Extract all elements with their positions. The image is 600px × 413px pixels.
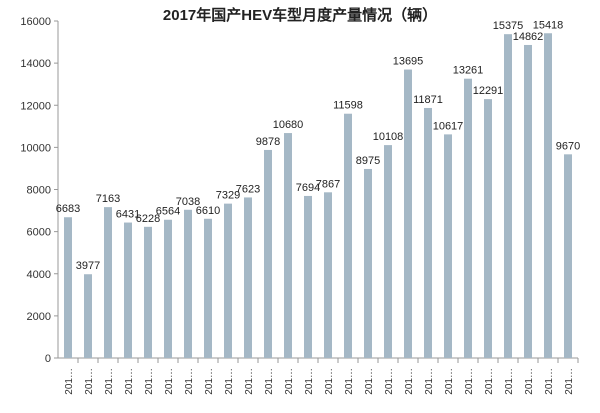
y-tick-label: 2000 (27, 311, 51, 323)
bar (324, 192, 332, 358)
data-label: 14862 (513, 31, 544, 43)
x-tick-label: 201… (344, 368, 355, 395)
bar (124, 222, 132, 358)
bar (364, 168, 372, 358)
data-label: 9670 (556, 140, 580, 152)
data-label: 15418 (533, 19, 564, 31)
data-label: 7867 (316, 178, 340, 190)
x-tick-label: 201… (64, 368, 75, 395)
x-tick-label: 201… (184, 368, 195, 395)
data-label: 10680 (273, 119, 304, 131)
data-label: 6683 (56, 203, 80, 215)
x-tick-label: 201… (364, 368, 375, 395)
x-tick-label: 201… (224, 368, 235, 395)
bar (524, 44, 532, 359)
x-tick-label: 201… (384, 368, 395, 395)
data-label: 13695 (393, 56, 424, 68)
bar (84, 274, 92, 358)
x-tick-label: 201… (204, 368, 215, 395)
x-tick-label: 201… (164, 368, 175, 395)
bar (264, 149, 272, 358)
data-label: 7329 (216, 190, 240, 202)
x-tick-label: 201… (124, 368, 135, 395)
data-label: 15375 (493, 20, 524, 32)
data-label: 7694 (296, 182, 320, 194)
x-tick-label: 201… (144, 368, 155, 395)
bar (204, 218, 212, 358)
x-tick-label: 201… (84, 368, 95, 395)
bar (164, 219, 172, 358)
data-label: 12291 (473, 85, 504, 97)
bar (404, 69, 412, 358)
y-tick-label: 8000 (27, 185, 51, 197)
bar (304, 195, 312, 358)
x-tick-label: 201… (264, 368, 275, 395)
data-label: 7623 (236, 183, 260, 195)
x-tick-label: 201… (464, 368, 475, 395)
x-tick-label: 201… (304, 368, 315, 395)
bar (224, 203, 232, 358)
data-label: 13261 (453, 65, 484, 77)
data-label: 6610 (196, 205, 220, 217)
x-tick-label: 201… (524, 368, 535, 395)
bar (104, 207, 112, 358)
y-tick-label: 10000 (20, 142, 51, 154)
bar (444, 134, 452, 358)
data-label: 6431 (116, 209, 140, 221)
bar (344, 113, 352, 358)
y-tick-label: 0 (45, 353, 51, 365)
chart-title: 2017年国产HEV车型月度产量情况（辆） (162, 7, 438, 24)
bar (464, 78, 472, 358)
data-label: 7038 (176, 196, 200, 208)
data-label: 11598 (333, 100, 363, 112)
bar (64, 217, 72, 358)
x-tick-label: 201… (284, 368, 295, 395)
x-tick-label: 201… (424, 368, 435, 395)
data-label: 8975 (356, 155, 380, 167)
data-label: 6564 (156, 206, 180, 218)
bar (564, 154, 572, 358)
bar (284, 133, 292, 358)
y-tick-label: 16000 (20, 16, 51, 28)
y-tick-label: 14000 (20, 58, 51, 70)
x-tick-label: 201… (564, 368, 575, 395)
data-label: 9878 (256, 136, 280, 148)
data-label: 7163 (96, 193, 120, 205)
data-label: 3977 (76, 260, 100, 272)
y-tick-label: 4000 (27, 269, 51, 281)
x-tick-label: 201… (404, 368, 415, 395)
bar (544, 33, 552, 359)
x-tick-label: 201… (484, 368, 495, 395)
y-tick-label: 12000 (20, 100, 51, 112)
bar (184, 209, 192, 358)
x-tick-label: 201… (324, 368, 335, 395)
data-label: 11871 (413, 94, 443, 106)
x-tick-label: 201… (544, 368, 555, 395)
y-tick-label: 6000 (27, 227, 51, 239)
x-tick-label: 201… (504, 368, 515, 395)
data-label: 10108 (373, 131, 404, 143)
data-label: 10617 (433, 120, 464, 132)
bar (424, 107, 432, 358)
x-tick-label: 201… (444, 368, 455, 395)
bar (244, 197, 252, 358)
x-tick-label: 201… (104, 368, 115, 395)
x-tick-label: 201… (244, 368, 255, 395)
bar (484, 99, 492, 358)
data-label: 6228 (136, 213, 160, 225)
bar (144, 226, 152, 358)
bar (384, 145, 392, 358)
bar (504, 34, 512, 358)
